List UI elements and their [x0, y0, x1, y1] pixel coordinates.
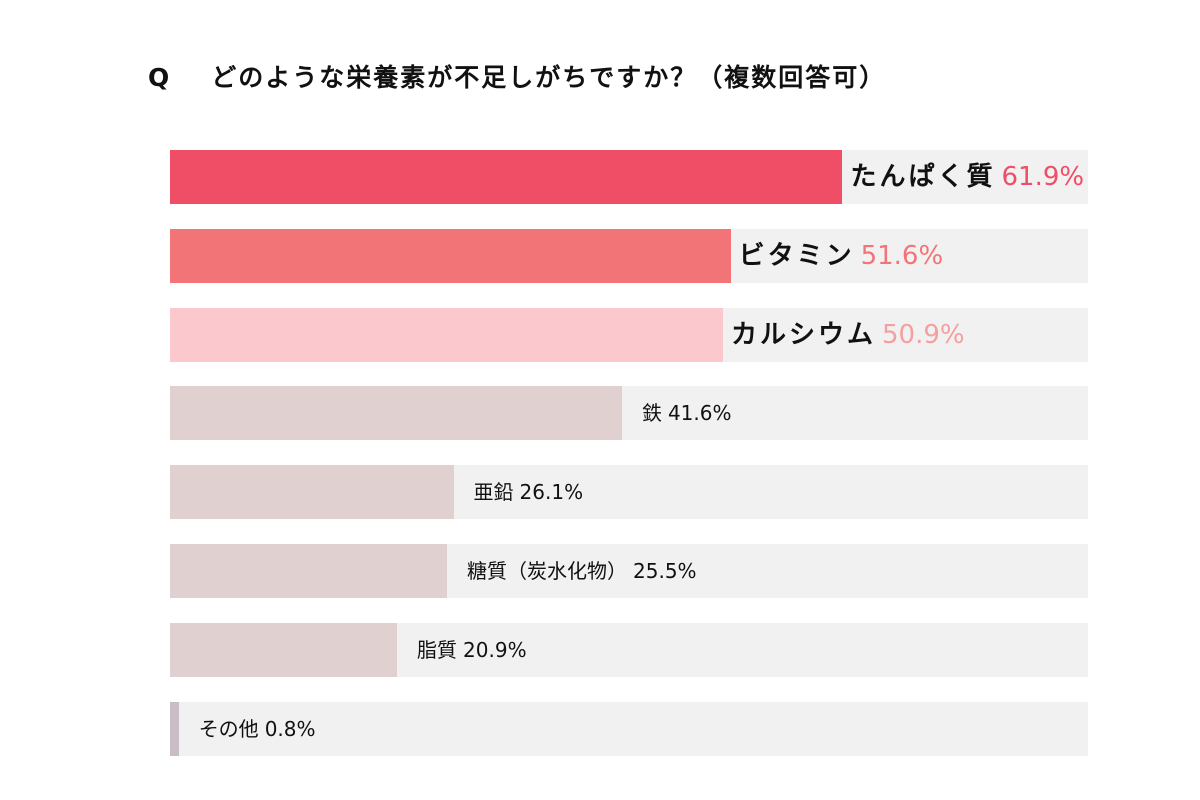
value-label: 50.9%	[881, 319, 965, 350]
value-label: 41.6%	[667, 401, 732, 426]
bar	[170, 622, 398, 677]
bar	[170, 701, 179, 756]
bar	[170, 544, 448, 598]
category-label: 糖質（炭水化物）	[467, 559, 628, 583]
category-label: カルシウム	[730, 319, 876, 350]
question-marker: Q	[148, 63, 172, 92]
bar-track: 脂質 20.9%	[170, 622, 1088, 677]
value-label: 61.9%	[1001, 162, 1085, 192]
question-text: どのような栄養素が不足しがちですか？（複数回答可）	[211, 63, 887, 92]
bar-track: たんぱく質 61.9%	[170, 150, 1088, 204]
bar-label: 脂質 20.9%	[417, 623, 527, 677]
value-label: 20.9%	[463, 637, 527, 662]
bar-label: 糖質（炭水化物） 25.5%	[467, 544, 697, 598]
bar	[170, 307, 723, 362]
bar-label: 鉄 41.6%	[642, 386, 732, 440]
bar-track: 鉄 41.6%	[170, 386, 1088, 441]
value-label: 51.6%	[860, 240, 944, 271]
bar-track: ビタミン 51.6%	[170, 228, 1088, 283]
bar-label: カルシウム 50.9%	[731, 308, 965, 362]
chart-title: Q どのような栄養素が不足しがちですか？（複数回答可）	[148, 58, 886, 94]
value-label: 0.8%	[264, 716, 316, 741]
bar	[170, 228, 731, 283]
bar-label: ビタミン 51.6%	[739, 229, 944, 283]
bar	[170, 150, 843, 204]
category-label: ビタミン	[738, 240, 855, 271]
bar	[170, 386, 622, 441]
value-label: 25.5%	[633, 559, 697, 583]
category-label: 亜鉛	[473, 480, 514, 505]
bar-track: カルシウム 50.9%	[170, 307, 1088, 362]
value-label: 26.1%	[519, 480, 584, 505]
bar-track: 亜鉛 26.1%	[170, 465, 1088, 520]
bar-label: 亜鉛 26.1%	[474, 465, 584, 519]
category-label: 鉄	[641, 401, 662, 426]
category-label: その他	[198, 716, 259, 741]
bar-track: その他 0.8%	[170, 701, 1088, 756]
bar-label: たんぱく質 61.9%	[850, 150, 1084, 204]
bar-track: 糖質（炭水化物） 25.5%	[170, 544, 1088, 598]
bar	[170, 465, 454, 520]
category-label: たんぱく質	[850, 162, 996, 192]
bar-label: その他 0.8%	[199, 702, 316, 756]
category-label: 脂質	[417, 637, 458, 662]
